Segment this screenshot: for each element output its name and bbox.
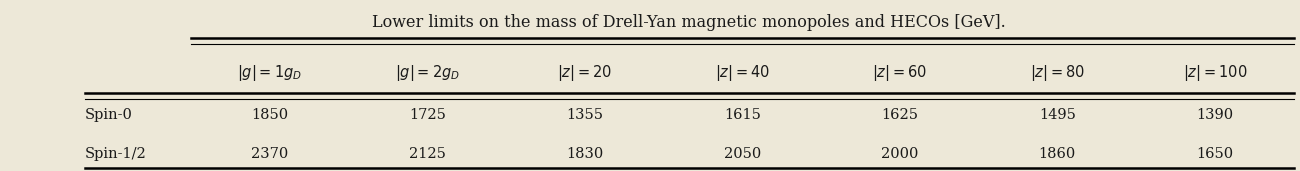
Text: 2125: 2125 [410, 147, 446, 161]
Text: 2370: 2370 [251, 147, 289, 161]
Text: 1390: 1390 [1196, 108, 1234, 122]
Text: 1615: 1615 [724, 108, 760, 122]
Text: $|z| = 20$: $|z| = 20$ [558, 63, 612, 83]
Text: $|g| = 1g_D$: $|g| = 1g_D$ [238, 63, 303, 83]
Text: 2000: 2000 [881, 147, 919, 161]
Text: 2050: 2050 [724, 147, 760, 161]
Text: Lower limits on the mass of Drell-Yan magnetic monopoles and HECOs [GeV].: Lower limits on the mass of Drell-Yan ma… [372, 14, 1006, 31]
Text: $|g| = 2g_D$: $|g| = 2g_D$ [395, 63, 460, 83]
Text: $|z| = 60$: $|z| = 60$ [872, 63, 927, 83]
Text: 1860: 1860 [1039, 147, 1076, 161]
Text: Spin-1/2: Spin-1/2 [84, 147, 146, 161]
Text: 1495: 1495 [1039, 108, 1075, 122]
Text: Spin-0: Spin-0 [84, 108, 133, 122]
Text: 1650: 1650 [1196, 147, 1234, 161]
Text: $|z| = 40$: $|z| = 40$ [715, 63, 770, 83]
Text: 1355: 1355 [567, 108, 603, 122]
Text: 1850: 1850 [251, 108, 289, 122]
Text: 1830: 1830 [567, 147, 603, 161]
Text: $|z| = 100$: $|z| = 100$ [1183, 63, 1247, 83]
Text: $|z| = 80$: $|z| = 80$ [1030, 63, 1086, 83]
Text: 1725: 1725 [410, 108, 446, 122]
Text: 1625: 1625 [881, 108, 918, 122]
